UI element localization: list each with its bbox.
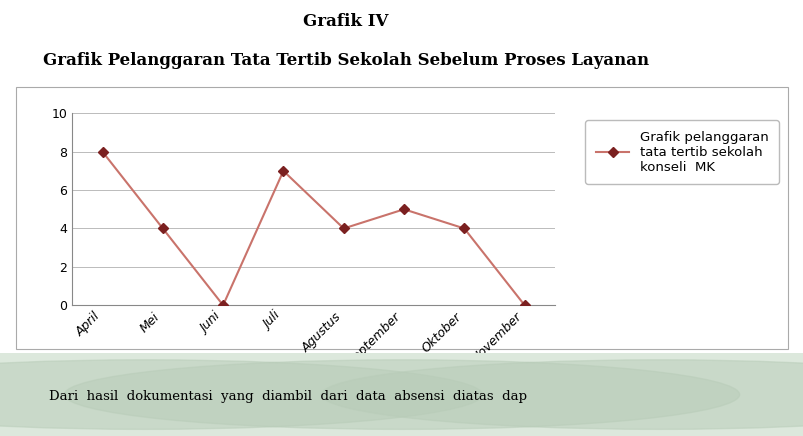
Circle shape xyxy=(0,360,482,429)
Text: Grafik IV: Grafik IV xyxy=(303,13,388,30)
Circle shape xyxy=(321,360,803,429)
Text: Grafik Pelanggaran Tata Tertib Sekolah Sebelum Proses Layanan: Grafik Pelanggaran Tata Tertib Sekolah S… xyxy=(43,52,648,69)
Legend: Grafik pelanggaran
tata tertib sekolah
konseli  MK: Grafik pelanggaran tata tertib sekolah k… xyxy=(585,120,778,184)
Text: Dari  hasil  dokumentasi  yang  diambil  dari  data  absensi  diatas  dap: Dari hasil dokumentasi yang diambil dari… xyxy=(32,390,527,403)
Circle shape xyxy=(64,360,739,429)
